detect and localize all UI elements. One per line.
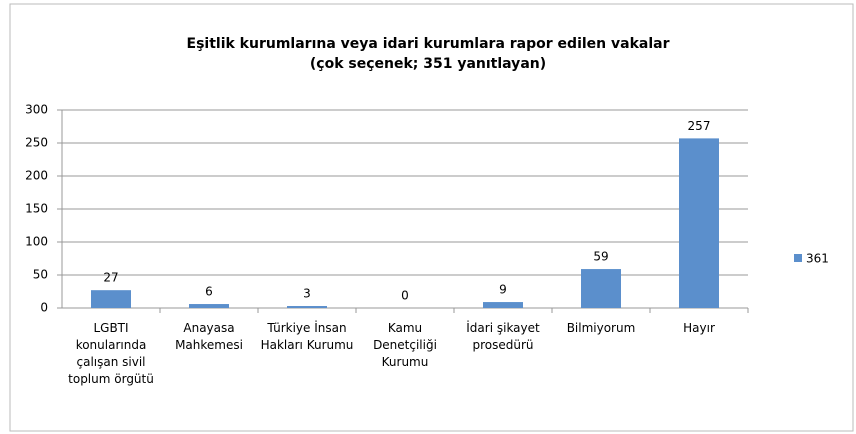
y-tick-label: 200 [25, 169, 48, 183]
data-label: 6 [205, 285, 213, 299]
x-tick-label: Türkiye İnsan Hakları Kurumu [260, 321, 354, 352]
y-tick-label: 50 [33, 268, 48, 282]
y-tick-label: 100 [25, 235, 48, 249]
x-label-box: Hayır [683, 321, 715, 335]
data-label: 9 [499, 283, 507, 297]
bar [91, 290, 131, 308]
y-tick-label: 250 [25, 136, 48, 150]
legend-swatch [794, 254, 802, 262]
x-tick-label: Hayır [683, 321, 715, 335]
x-tick-label: Anayasa Mahkemesi [175, 321, 243, 352]
x-tick-label: LGBTI konularında çalışan sivil toplum ö… [68, 321, 154, 386]
data-label: 27 [103, 271, 118, 285]
x-label-box: Anayasa Mahkemesi [175, 321, 243, 352]
x-label-box: Türkiye İnsan Hakları Kurumu [260, 321, 354, 352]
y-tick-label: 0 [40, 301, 48, 315]
data-label: 59 [593, 250, 608, 264]
data-label: 3 [303, 287, 311, 301]
x-tick-label: Kamu Denetçiliği Kurumu [373, 321, 437, 369]
bar [189, 304, 229, 308]
y-tick-label: 150 [25, 202, 48, 216]
legend-label: 361 [806, 252, 829, 266]
bar [581, 269, 621, 308]
bar [287, 306, 327, 308]
bar [483, 302, 523, 308]
chart-subtitle: (çok seçenek; 351 yanıtlayan) [310, 56, 546, 72]
x-tick-label: İdari şikayet prosedürü [466, 321, 540, 352]
x-label-box: İdari şikayet prosedürü [466, 321, 540, 352]
x-label-box: LGBTI konularında çalışan sivil toplum ö… [68, 321, 154, 386]
x-label-box: Kamu Denetçiliği Kurumu [373, 321, 437, 369]
chart-title: Eşitlik kurumlarına veya idari kurumlara… [187, 36, 670, 52]
x-tick-label: Bilmiyorum [566, 321, 636, 335]
x-label-box: Bilmiyorum [566, 321, 636, 335]
y-tick-label: 300 [25, 103, 48, 117]
data-label: 0 [401, 289, 409, 303]
chart-border [9, 3, 854, 432]
bar [679, 138, 719, 308]
data-label: 257 [688, 119, 711, 133]
